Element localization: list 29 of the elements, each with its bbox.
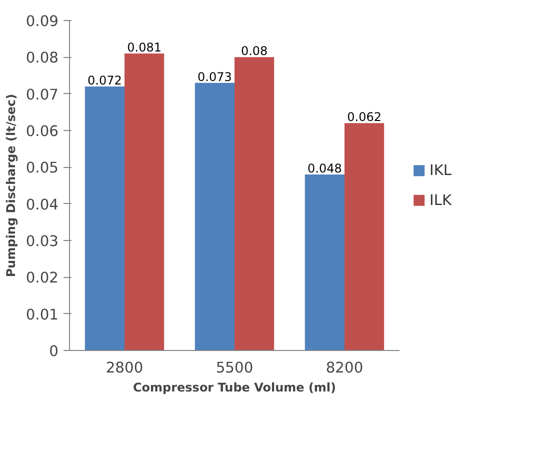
y-tick-label: 0.01: [26, 306, 59, 324]
y-tick-label: 0.06: [26, 123, 59, 140]
y-tick-label: 0.02: [26, 270, 59, 287]
data-label: 0.062: [347, 110, 382, 124]
legend-label: ILK: [430, 192, 452, 209]
y-tick-label: 0.07: [26, 86, 59, 104]
y-tick-label: 0.08: [26, 50, 59, 67]
x-tick-label: 8200: [326, 360, 364, 376]
bar: [304, 174, 344, 350]
y-tick-label: 0.04: [26, 196, 59, 214]
y-tick-label: 0.05: [26, 160, 59, 177]
y-tick-label: 0.09: [26, 13, 59, 30]
y-axis-title: Pumping Discharge (lt/sec): [4, 94, 18, 278]
data-label: 0.08: [240, 44, 268, 58]
data-label: 0.073: [198, 70, 232, 84]
legend-label: IKL: [430, 162, 452, 180]
data-label: 0.072: [88, 74, 122, 88]
x-axis-title: Compressor Tube Volume (ml): [132, 380, 336, 394]
y-tick-label: 0.03: [26, 233, 59, 250]
data-label: 0.048: [308, 162, 342, 176]
data-label: 0.081: [127, 40, 162, 54]
bar: [344, 123, 384, 350]
bar: [84, 86, 124, 350]
x-tick-label: 2800: [106, 360, 144, 376]
bar: [194, 82, 234, 350]
y-tick-label: 0: [49, 343, 59, 360]
bar: [124, 54, 164, 350]
x-tick-label: 5500: [216, 360, 254, 376]
bar: [234, 57, 274, 350]
